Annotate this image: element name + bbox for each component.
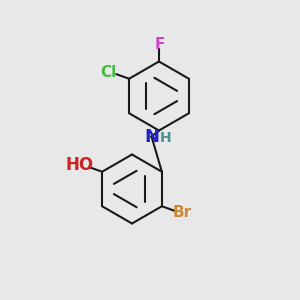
Text: Br: Br <box>173 206 192 220</box>
Text: H: H <box>160 131 172 145</box>
Text: F: F <box>154 38 165 52</box>
Text: HO: HO <box>66 156 94 174</box>
Text: N: N <box>144 128 159 146</box>
Text: Cl: Cl <box>100 64 117 80</box>
